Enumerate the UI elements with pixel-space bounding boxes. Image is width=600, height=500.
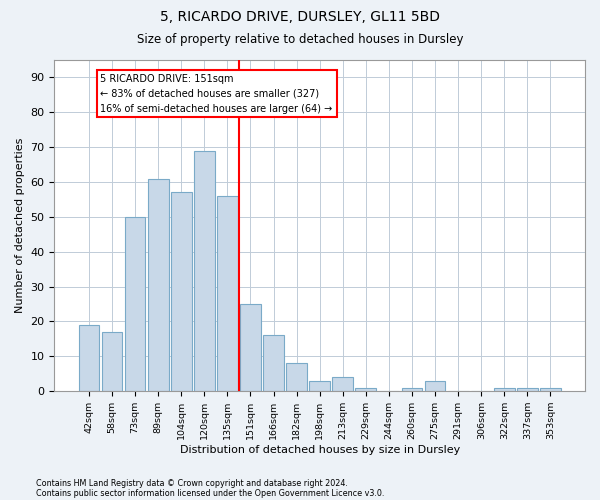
Bar [194,150,215,391]
Text: Size of property relative to detached houses in Dursley: Size of property relative to detached ho… [137,32,463,46]
Bar [125,217,145,391]
Bar [355,388,376,391]
Bar [401,388,422,391]
Bar [332,378,353,391]
Bar [101,332,122,391]
Y-axis label: Number of detached properties: Number of detached properties [15,138,25,314]
Text: 5 RICARDO DRIVE: 151sqm
← 83% of detached houses are smaller (327)
16% of semi-d: 5 RICARDO DRIVE: 151sqm ← 83% of detache… [100,74,332,114]
Text: Contains public sector information licensed under the Open Government Licence v3: Contains public sector information licen… [36,488,385,498]
Bar [425,381,445,391]
Text: Contains HM Land Registry data © Crown copyright and database right 2024.: Contains HM Land Registry data © Crown c… [36,478,348,488]
Bar [310,381,330,391]
Bar [517,388,538,391]
Bar [263,336,284,391]
Bar [79,325,99,391]
Bar [217,196,238,391]
Bar [494,388,515,391]
X-axis label: Distribution of detached houses by size in Dursley: Distribution of detached houses by size … [179,445,460,455]
Bar [540,388,561,391]
Text: 5, RICARDO DRIVE, DURSLEY, GL11 5BD: 5, RICARDO DRIVE, DURSLEY, GL11 5BD [160,10,440,24]
Bar [240,304,261,391]
Bar [148,178,169,391]
Bar [286,364,307,391]
Bar [171,192,191,391]
